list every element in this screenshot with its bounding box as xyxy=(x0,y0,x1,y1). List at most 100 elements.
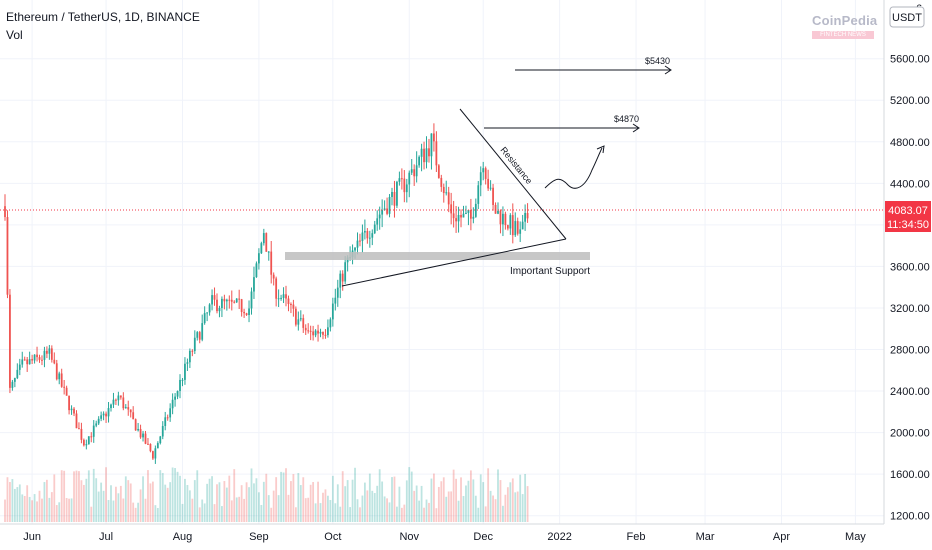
candle-body[interactable] xyxy=(492,187,494,205)
candle-body[interactable] xyxy=(70,408,73,411)
candle-body[interactable] xyxy=(253,277,255,292)
candle-body[interactable] xyxy=(166,417,169,419)
candle-body[interactable] xyxy=(361,232,364,241)
candle-body[interactable] xyxy=(206,312,209,314)
candle-body[interactable] xyxy=(196,332,199,338)
candle-body[interactable] xyxy=(442,186,445,194)
candle-body[interactable] xyxy=(285,294,287,299)
candle-body[interactable] xyxy=(381,210,384,215)
candle-body[interactable] xyxy=(450,204,453,214)
candle-body[interactable] xyxy=(405,184,408,193)
candle-body[interactable] xyxy=(314,330,317,336)
candle-body[interactable] xyxy=(95,423,98,426)
candle-body[interactable] xyxy=(460,215,462,218)
candle-body[interactable] xyxy=(203,313,206,324)
candle-body[interactable] xyxy=(354,247,356,251)
candle-body[interactable] xyxy=(46,350,48,354)
candle-body[interactable] xyxy=(472,216,475,219)
candle-body[interactable] xyxy=(174,396,176,400)
candle-body[interactable] xyxy=(425,148,428,163)
candle-body[interactable] xyxy=(400,178,403,180)
candle-body[interactable] xyxy=(487,178,490,189)
candle-body[interactable] xyxy=(452,213,455,219)
candle-body[interactable] xyxy=(112,399,115,405)
time-axis[interactable]: Jun Jul Aug Sep Oct Nov Dec 2022 Feb Mar Apr May xyxy=(23,531,866,543)
candle-body[interactable] xyxy=(60,373,63,387)
candle-body[interactable] xyxy=(462,213,465,218)
candle-body[interactable] xyxy=(90,436,93,438)
candle-body[interactable] xyxy=(356,240,359,248)
candle-body[interactable] xyxy=(149,444,152,452)
candle-body[interactable] xyxy=(363,231,366,233)
candle-body[interactable] xyxy=(33,354,36,361)
candle-body[interactable] xyxy=(171,399,174,409)
candle-body[interactable] xyxy=(317,330,319,334)
candle-body[interactable] xyxy=(428,148,430,157)
candle-body[interactable] xyxy=(312,331,315,336)
candle-body[interactable] xyxy=(336,287,339,298)
candle-body[interactable] xyxy=(243,311,246,314)
candle-body[interactable] xyxy=(423,148,425,163)
candle-body[interactable] xyxy=(277,298,280,300)
candle-body[interactable] xyxy=(418,156,421,166)
candle-body[interactable] xyxy=(255,263,258,278)
candle-body[interactable] xyxy=(331,303,334,320)
candle-body[interactable] xyxy=(228,299,231,301)
candle-body[interactable] xyxy=(31,359,34,361)
candle-body[interactable] xyxy=(304,327,307,331)
candle-body[interactable] xyxy=(21,359,24,365)
candle-body[interactable] xyxy=(122,397,125,409)
symbol-title[interactable]: Ethereum / TetherUS, 1D, BINANCE xyxy=(6,10,200,24)
candle-body[interactable] xyxy=(469,210,472,219)
candle-body[interactable] xyxy=(287,298,290,305)
candle-body[interactable] xyxy=(502,213,504,225)
candle-body[interactable] xyxy=(334,297,337,304)
candle-body[interactable] xyxy=(154,448,157,459)
candle-body[interactable] xyxy=(147,443,149,445)
candle-body[interactable] xyxy=(87,436,90,445)
candle-body[interactable] xyxy=(218,308,221,312)
candle-body[interactable] xyxy=(225,299,228,302)
candle-body[interactable] xyxy=(75,413,78,429)
candle-body[interactable] xyxy=(398,178,401,182)
candle-body[interactable] xyxy=(58,373,61,380)
candle-body[interactable] xyxy=(344,262,347,282)
candle-body[interactable] xyxy=(447,192,450,205)
candle-body[interactable] xyxy=(134,419,137,431)
currency-button[interactable] xyxy=(889,6,925,28)
candle-body[interactable] xyxy=(156,443,159,449)
candle-body[interactable] xyxy=(216,299,218,312)
candle-body[interactable] xyxy=(388,196,391,214)
candle-body[interactable] xyxy=(302,318,305,328)
candle-body[interactable] xyxy=(28,359,31,365)
candle-body[interactable] xyxy=(341,273,344,282)
candle-body[interactable] xyxy=(410,169,413,173)
candle-body[interactable] xyxy=(376,218,379,225)
candle-body[interactable] xyxy=(152,451,154,459)
candles[interactable] xyxy=(4,123,529,464)
candle-body[interactable] xyxy=(41,359,43,361)
candle-body[interactable] xyxy=(292,304,295,309)
candle-body[interactable] xyxy=(107,408,110,417)
candle-body[interactable] xyxy=(465,212,467,214)
candle-body[interactable] xyxy=(506,225,509,229)
candle-body[interactable] xyxy=(9,294,11,388)
candle-body[interactable] xyxy=(223,298,226,302)
candle-body[interactable] xyxy=(102,413,105,416)
candle-body[interactable] xyxy=(50,348,53,360)
candle-body[interactable] xyxy=(144,433,147,444)
candle-body[interactable] xyxy=(262,233,265,244)
candle-body[interactable] xyxy=(221,298,223,309)
candle-body[interactable] xyxy=(309,330,312,332)
candle-body[interactable] xyxy=(11,381,14,388)
candle-body[interactable] xyxy=(504,213,507,226)
candle-body[interactable] xyxy=(188,350,191,363)
candle-body[interactable] xyxy=(240,299,243,312)
candle-body[interactable] xyxy=(482,168,485,173)
candle-body[interactable] xyxy=(97,418,100,424)
candle-body[interactable] xyxy=(23,359,26,361)
candle-body[interactable] xyxy=(359,240,361,242)
candle-body[interactable] xyxy=(408,172,411,185)
candle-body[interactable] xyxy=(53,359,56,364)
candle-body[interactable] xyxy=(437,165,440,178)
